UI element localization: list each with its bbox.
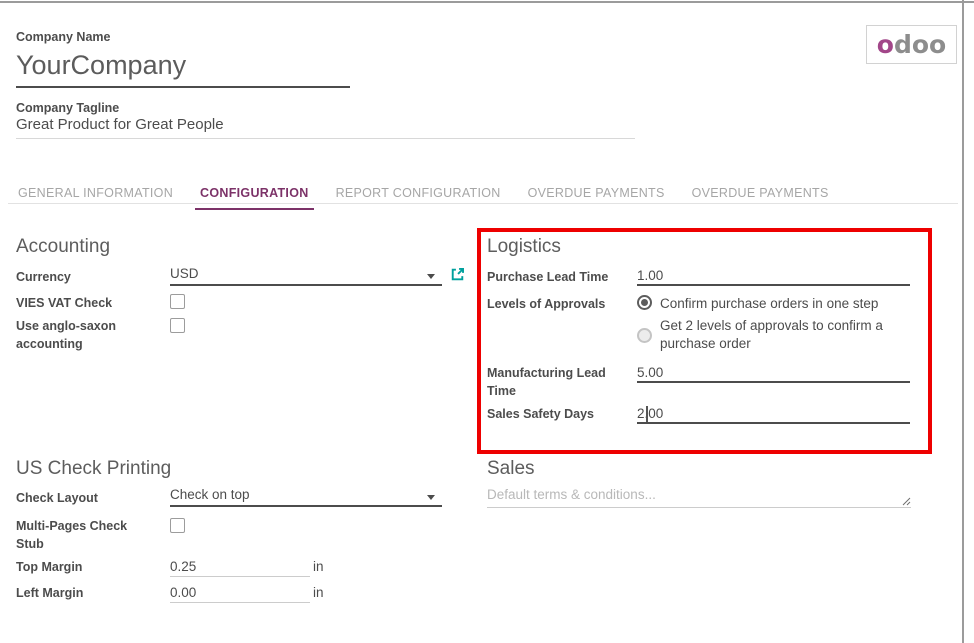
accounting-section-title: Accounting [16,236,111,257]
check-layout-label: Check Layout [16,491,98,505]
odoo-logo-first-letter: o [876,30,894,59]
notebook-tabs: GENERAL INFORMATION CONFIGURATION REPORT… [18,186,829,210]
odoo-logo-text: odoo [877,32,946,57]
levels-of-approvals-label: Levels of Approvals [487,297,606,311]
tab-configuration[interactable]: CONFIGURATION [195,186,314,210]
left-margin-unit: in [313,585,324,600]
company-name-underline [16,86,350,88]
top-margin-label: Top Margin [16,560,83,574]
vies-vat-checkbox[interactable] [170,294,185,309]
default-terms-textarea[interactable] [487,487,911,508]
window-border-right [962,0,964,643]
currency-external-link-icon[interactable] [449,266,466,283]
left-margin-input[interactable] [170,583,310,603]
currency-dropdown-caret-icon[interactable] [427,274,435,279]
top-margin-input[interactable] [170,557,310,577]
manufacturing-lead-time-input[interactable] [637,363,910,383]
sales-safety-days-input[interactable] [637,404,910,424]
company-name-input[interactable]: YourCompany [16,50,187,80]
company-name-label: Company Name [16,30,111,44]
approval-option-one-step[interactable]: Confirm purchase orders in one step [637,295,878,313]
check-layout-select[interactable]: Check on top [170,487,442,507]
approval-option-two-levels-label: Get 2 levels of approvals to confirm a p… [660,318,883,351]
company-tagline-underline [16,138,635,139]
anglo-saxon-checkbox[interactable] [170,318,185,333]
top-margin-unit: in [313,559,324,574]
tab-general-information[interactable]: GENERAL INFORMATION [18,186,174,200]
us-check-printing-section-title: US Check Printing [16,458,172,479]
anglo-saxon-label: Use anglo-saxon accounting [16,319,117,351]
multi-pages-check-stub-label: Multi-Pages Check Stub [16,519,128,551]
odoo-logo-rest: doo [893,30,947,59]
currency-label: Currency [16,270,71,284]
highlight-box [477,228,932,454]
vies-vat-check-label: VIES VAT Check [16,296,113,310]
purchase-lead-time-label: Purchase Lead Time [487,270,609,284]
approval-option-two-levels[interactable]: Get 2 levels of approvals to confirm a p… [637,317,922,353]
multi-pages-check-stub-checkbox[interactable] [170,518,185,533]
company-tagline-label: Company Tagline [16,101,120,115]
sales-safety-days-label: Sales Safety Days [487,407,595,421]
left-margin-label: Left Margin [16,586,84,600]
tab-report-configuration[interactable]: REPORT CONFIGURATION [335,186,501,200]
text-cursor [646,406,648,422]
company-tagline-input[interactable]: Great Product for Great People [16,116,224,133]
odoo-logo: odoo [866,25,957,64]
manufacturing-lead-time-label: Manufacturing Lead Time [487,366,606,398]
logistics-section-title: Logistics [487,236,561,257]
tabs-divider [8,203,958,204]
radio-selected-icon[interactable] [637,295,652,310]
currency-select[interactable]: USD [170,266,442,286]
check-layout-dropdown-caret-icon[interactable] [427,495,435,500]
purchase-lead-time-input[interactable] [637,266,910,286]
radio-unselected-icon[interactable] [637,327,652,343]
tab-overdue-payments-1[interactable]: OVERDUE PAYMENTS [527,186,665,200]
textarea-resize-handle-icon[interactable] [899,494,912,507]
sales-section-title: Sales [487,458,535,479]
window-border-top [0,1,974,3]
approval-option-one-step-label: Confirm purchase orders in one step [660,296,879,311]
tab-overdue-payments-2[interactable]: OVERDUE PAYMENTS [691,186,829,200]
